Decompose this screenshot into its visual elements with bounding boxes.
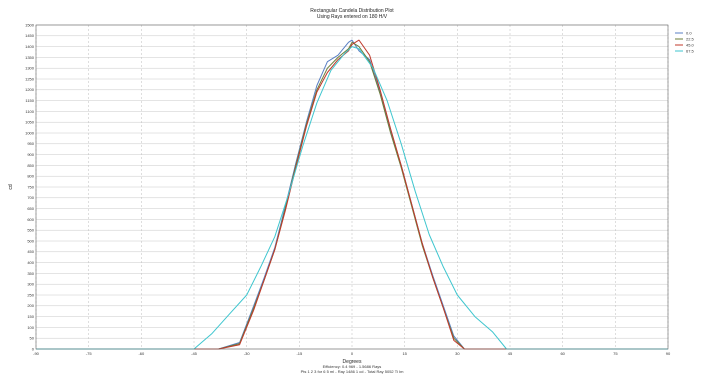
legend-label: 67.5: [686, 49, 695, 54]
y-tick-label: 1400: [25, 44, 35, 49]
y-tick-label: 400: [27, 260, 34, 265]
y-tick-label: 100: [27, 325, 34, 330]
y-tick-label: 800: [27, 174, 34, 179]
footer-line-1: Efficiency: 0.4 969 - 1.5686 Rays: [323, 364, 382, 369]
grid-layer: [35, 24, 669, 350]
x-tick-label: -60: [138, 351, 145, 356]
y-tick-label: 500: [27, 238, 34, 243]
y-tick-label: 850: [27, 163, 34, 168]
series-line-4: [36, 46, 668, 350]
y-tick-label: 0: [32, 346, 35, 351]
x-tick-label: 45: [508, 351, 513, 356]
chart-title: Rectangular Candela Distribution Plot: [310, 8, 394, 14]
x-tick-label: -45: [191, 351, 198, 356]
y-axis-label: cd: [8, 184, 14, 190]
y-tick-label: 700: [27, 195, 34, 200]
x-tick-label: 15: [402, 351, 407, 356]
y-tick-label: 450: [27, 249, 34, 254]
y-tick-label: 1250: [25, 76, 35, 81]
y-tick-label: 300: [27, 282, 34, 287]
y-tick-label: 650: [27, 206, 34, 211]
series-line-1: [36, 39, 668, 350]
x-tick-label: -75: [86, 351, 93, 356]
y-tick-label: 1500: [25, 22, 35, 27]
y-tick-label: 1100: [25, 109, 34, 114]
series-layer: [36, 39, 668, 350]
legend-label: 0.0: [686, 31, 692, 36]
y-tick-label: 200: [27, 303, 34, 308]
y-tick-label: 1350: [25, 55, 35, 60]
legend-label: 22.5: [686, 37, 695, 42]
y-tick-label: 350: [27, 271, 34, 276]
y-tick-label: 900: [27, 152, 34, 157]
y-tick-label: 1000: [25, 130, 35, 135]
legend: 0.022.545.067.5: [675, 31, 695, 54]
y-tick-label: 1050: [25, 120, 35, 125]
x-tick-label: 60: [560, 351, 565, 356]
tick-layer: 0501001502002503003504004505005506006507…: [25, 22, 671, 356]
y-tick-label: 50: [30, 336, 35, 341]
x-tick-label: 90: [666, 351, 671, 356]
y-tick-label: 250: [27, 292, 34, 297]
y-tick-label: 1200: [25, 87, 35, 92]
x-tick-label: 0: [351, 351, 354, 356]
y-tick-label: 950: [27, 141, 34, 146]
x-tick-label: -90: [33, 351, 40, 356]
x-tick-label: -15: [296, 351, 303, 356]
plot-frame: [35, 24, 669, 350]
y-tick-label: 550: [27, 228, 34, 233]
x-tick-label: 30: [455, 351, 460, 356]
x-axis-label: Degrees: [343, 359, 362, 365]
y-tick-label: 150: [27, 314, 34, 319]
y-tick-label: 600: [27, 217, 34, 222]
y-tick-label: 750: [27, 184, 34, 189]
x-tick-label: 75: [613, 351, 618, 356]
x-tick-label: -30: [244, 351, 251, 356]
chart-subtitle: Using Rays entered on 180 H/V: [317, 14, 388, 20]
legend-label: 45.0: [686, 43, 695, 48]
y-tick-label: 1450: [25, 33, 35, 38]
y-tick-label: 1150: [25, 98, 34, 103]
y-tick-label: 1300: [25, 66, 35, 71]
footer-line-2: Pts 1 2 3 for 6 5 ml - Ray 1486 1 cd - T…: [301, 369, 405, 374]
